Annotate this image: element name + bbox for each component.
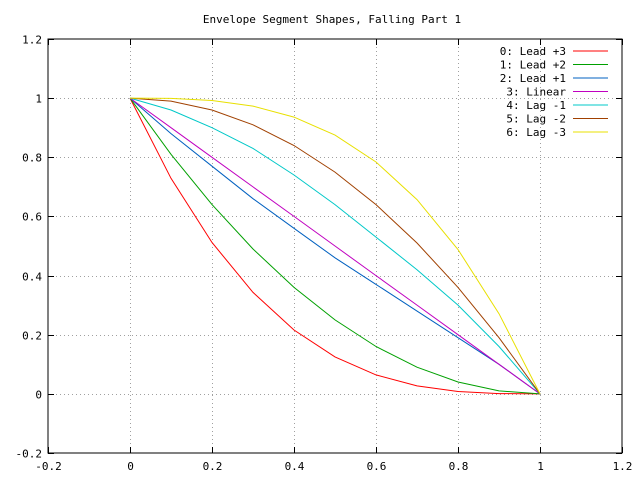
y-tick-label: -0.2 xyxy=(16,448,43,461)
x-tick-label: 0.2 xyxy=(203,460,223,473)
series-line xyxy=(129,97,541,395)
series-line xyxy=(129,97,541,395)
x-tick-label: 0.8 xyxy=(449,460,469,473)
x-tick-label: 0 xyxy=(127,460,134,473)
legend-label: 1: Lead +2 xyxy=(500,59,566,72)
x-tick-label: 0.6 xyxy=(367,460,387,473)
series-line xyxy=(129,97,541,395)
series-line xyxy=(129,97,541,395)
axis-ticks: -0.2 0 0.2 0.4 0.6 0.8 1 1.2 -0.2 0 0.2 0.4 0.6 0.8 1 1… xyxy=(16,34,633,474)
x-tick-label: 0.4 xyxy=(285,460,305,473)
y-tick-label: 0.2 xyxy=(22,330,42,343)
series-line xyxy=(129,97,541,395)
legend-label: 3: Linear xyxy=(506,86,566,99)
legend-label: 5: Lag -2 xyxy=(506,113,566,126)
legend: 0: Lead +31: Lead +22: Lead +13: Linear4… xyxy=(500,45,608,139)
series-line xyxy=(129,97,541,395)
legend-label: 0: Lead +3 xyxy=(500,45,566,58)
x-tick-label: -0.2 xyxy=(35,460,62,473)
y-tick-label: 0.8 xyxy=(22,152,42,165)
y-tick-label: 0.6 xyxy=(22,211,42,224)
x-tick-label: 1 xyxy=(537,460,544,473)
legend-label: 4: Lag -1 xyxy=(506,99,566,112)
y-tick-label: 1 xyxy=(35,93,42,106)
grid xyxy=(48,39,622,453)
legend-label: 6: Lag -3 xyxy=(506,126,566,139)
chart-title: Envelope Segment Shapes, Falling Part 1 xyxy=(203,13,461,26)
series-line xyxy=(129,97,541,395)
y-tick-label: 1.2 xyxy=(22,34,42,47)
y-tick-label: 0 xyxy=(35,389,42,402)
plot-area xyxy=(129,97,541,395)
plot-frame xyxy=(47,38,623,454)
x-tick-label: 1.2 xyxy=(613,460,633,473)
y-tick-label: 0.4 xyxy=(22,271,42,284)
legend-label: 2: Lead +1 xyxy=(500,72,566,85)
